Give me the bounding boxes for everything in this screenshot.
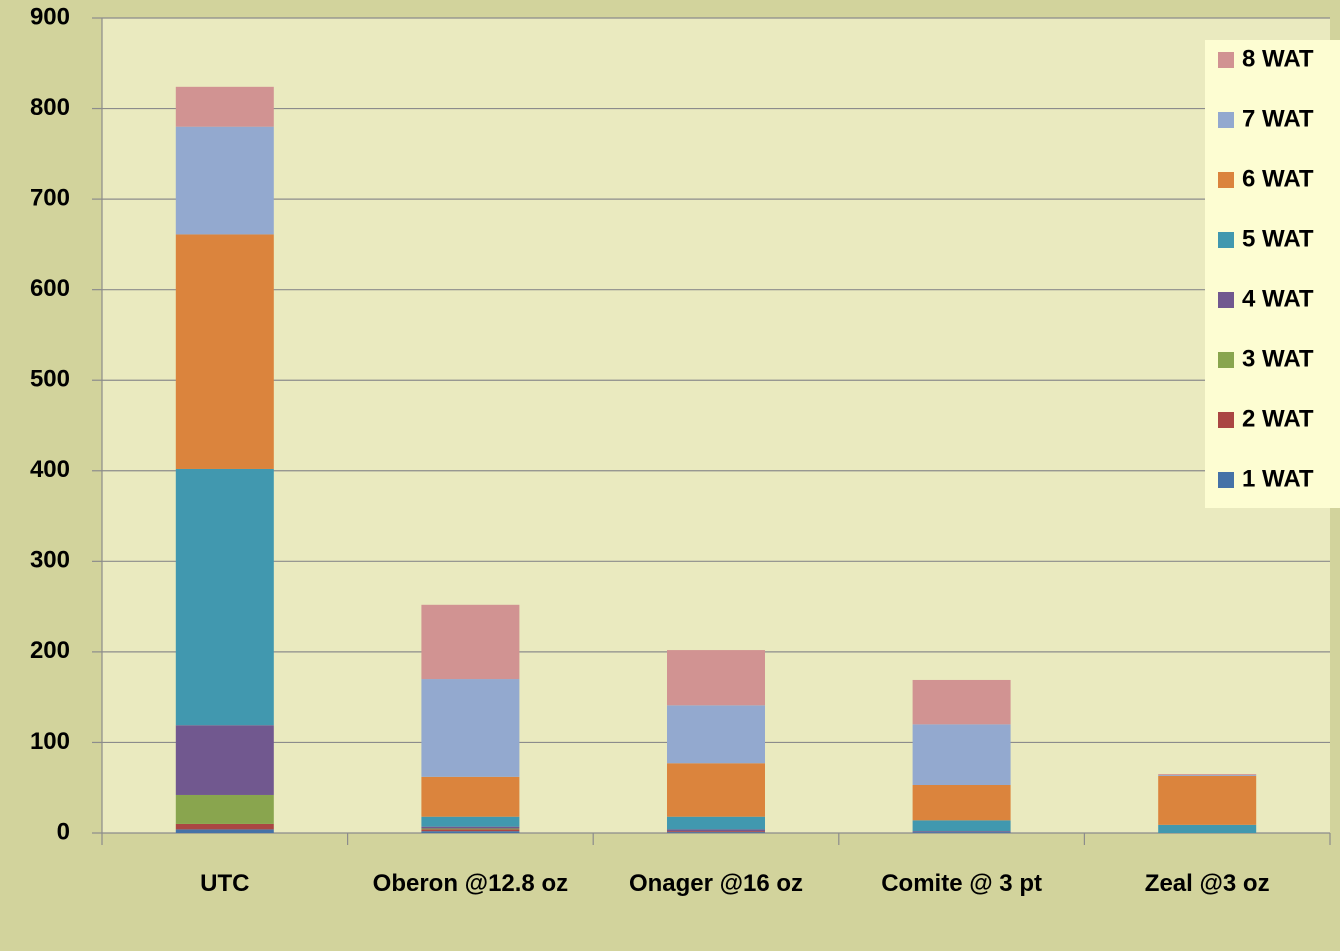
legend-label: 8 WAT (1242, 45, 1314, 72)
legend-swatch (1218, 352, 1234, 368)
bar-segment (175, 725, 274, 795)
y-tick-label: 100 (30, 728, 70, 755)
bar-segment (667, 816, 765, 830)
bar-segment (421, 826, 520, 829)
y-tick-label: 0 (57, 818, 70, 845)
bar-segment (1158, 775, 1257, 825)
bar-segment (912, 831, 1011, 833)
bar-segment (175, 794, 274, 824)
y-tick-label: 700 (30, 184, 70, 211)
x-tick-label: Onager @16 oz (628, 870, 804, 897)
bar-segment (1158, 824, 1257, 833)
x-tick-label: UTC (200, 870, 250, 897)
bar-segment (912, 820, 1011, 832)
y-tick-label: 800 (30, 94, 70, 121)
bar-segment (667, 829, 765, 832)
legend-swatch (1218, 472, 1234, 488)
bar-segment (667, 763, 765, 817)
x-tick-label: Comite @ 3 pt (881, 870, 1042, 897)
bar-segment (1158, 775, 1257, 776)
legend-swatch (1218, 112, 1234, 128)
bar-segment (421, 776, 520, 817)
bar-segment (175, 823, 274, 830)
legend-label: 7 WAT (1242, 105, 1314, 132)
bar-segment (667, 832, 765, 833)
bar-segment (421, 679, 520, 777)
y-tick-label: 200 (30, 637, 70, 664)
bar-segment (421, 828, 520, 830)
legend-label: 1 WAT (1242, 465, 1314, 492)
bar-segment (667, 650, 765, 706)
bar-segment (912, 785, 1011, 821)
legend-swatch (1218, 172, 1234, 188)
legend-label: 5 WAT (1242, 225, 1314, 252)
bar-segment (912, 832, 1011, 833)
bar-segment (912, 679, 1011, 725)
y-tick-label: 600 (30, 275, 70, 302)
bar-segment (667, 705, 765, 764)
legend-swatch (1218, 52, 1234, 68)
y-tick-label: 900 (30, 3, 70, 30)
y-tick-label: 500 (30, 366, 70, 393)
bar-segment (421, 816, 520, 827)
bar-segment (421, 604, 520, 680)
legend-swatch (1218, 412, 1234, 428)
bar-segment (175, 86, 274, 127)
bar-segment (912, 724, 1011, 786)
bar-segment (421, 829, 520, 832)
bar-segment (667, 831, 765, 833)
legend-swatch (1218, 232, 1234, 248)
bar-segment (421, 831, 520, 833)
bar-segment (175, 126, 274, 235)
legend-label: 6 WAT (1242, 165, 1314, 192)
bar-segment (175, 234, 274, 469)
bar-segment (175, 468, 274, 726)
x-tick-label: Oberon @12.8 oz (372, 870, 569, 897)
y-tick-label: 400 (30, 456, 70, 483)
legend-swatch (1218, 292, 1234, 308)
legend-label: 2 WAT (1242, 405, 1314, 432)
x-tick-label: Zeal @3 oz (1144, 870, 1270, 897)
y-tick-label: 300 (30, 547, 70, 574)
legend-label: 4 WAT (1242, 285, 1314, 312)
bar-segment (1158, 774, 1257, 776)
bar-segment (175, 829, 274, 833)
legend-label: 3 WAT (1242, 345, 1314, 372)
